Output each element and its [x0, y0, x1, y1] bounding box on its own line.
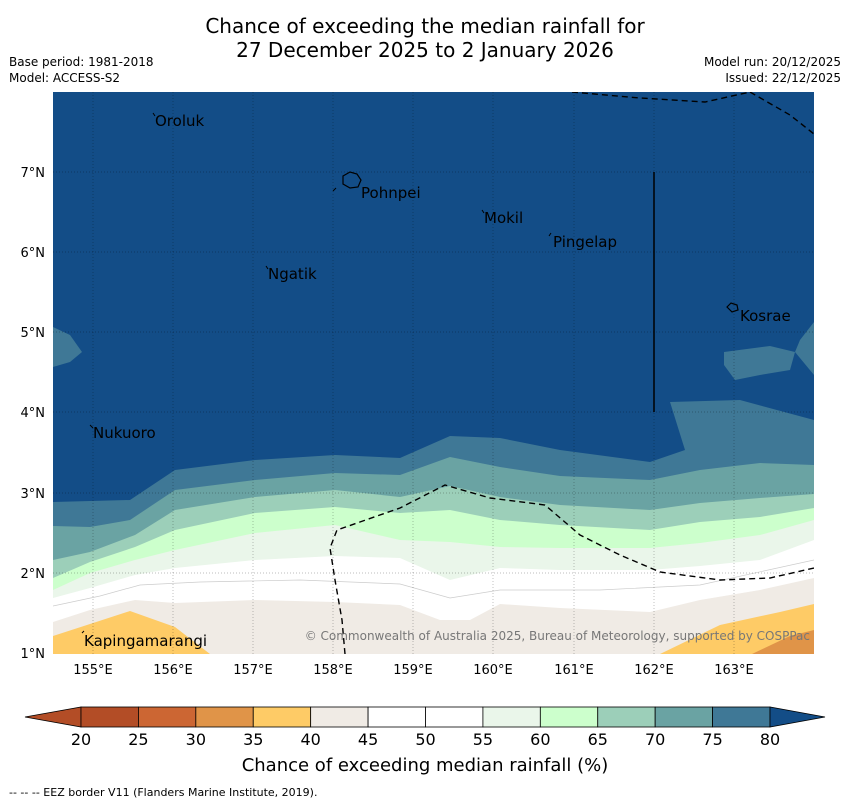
- patch-far-east: [795, 322, 814, 375]
- lon-tick: 155°E: [73, 663, 113, 678]
- colorbar-tick: 50: [415, 730, 435, 749]
- patch-east: [724, 346, 795, 380]
- lat-tick: 3°N: [21, 487, 46, 502]
- title-line-1: Chance of exceeding the median rainfall …: [205, 14, 645, 38]
- place-kapingamarangi: Kapingamarangi: [84, 632, 207, 650]
- lon-axis: 155°E 156°E 157°E 158°E 159°E 160°E 161°…: [73, 663, 754, 678]
- pohnpei-island: [342, 171, 362, 189]
- colorbar-tick: 70: [645, 730, 665, 749]
- colorbar-segment: [195, 706, 254, 728]
- lon-tick: 161°E: [554, 663, 594, 678]
- colorbar-segment: [310, 706, 369, 728]
- lat-axis: 7°N 6°N 5°N 4°N 3°N 2°N 1°N: [21, 166, 46, 662]
- contour-45: [53, 559, 814, 607]
- colorbar-tick: 40: [300, 730, 320, 749]
- meta-left: Base period: 1981-2018 Model: ACCESS-S2: [9, 54, 154, 86]
- lon-tick: 158°E: [313, 663, 353, 678]
- place-mokil: Mokil: [484, 209, 523, 227]
- issued-date: Issued: 22/12/2025: [725, 71, 841, 85]
- lon-tick: 159°E: [393, 663, 433, 678]
- place-pingelap: Pingelap: [553, 233, 617, 251]
- lat-tick: 7°N: [21, 166, 46, 181]
- place-nukuoro: Nukuoro: [93, 424, 156, 442]
- band-35-40: [53, 578, 814, 654]
- colorbar-segment: [367, 706, 426, 728]
- colorbar-tick: 30: [186, 730, 206, 749]
- lat-tick: 2°N: [21, 567, 46, 582]
- base-period: Base period: 1981-2018: [9, 55, 154, 69]
- model-run: Model run: 20/12/2025: [703, 55, 841, 69]
- colorbar-segment: [539, 706, 599, 728]
- place-kosrae: Kosrae: [740, 307, 791, 325]
- colorbar-tick: 60: [530, 730, 550, 749]
- meta-right: Model run: 20/12/2025 Issued: 22/12/2025: [704, 54, 841, 86]
- colorbar-segment: [712, 706, 771, 728]
- colorbar-segment: [597, 706, 656, 728]
- model-name: Model: ACCESS-S2: [9, 71, 121, 85]
- lon-tick: 160°E: [473, 663, 513, 678]
- colorbar-label: Chance of exceeding median rainfall (%): [241, 755, 609, 776]
- place-ngatik: Ngatik: [268, 265, 317, 283]
- colorbar-tick: 65: [588, 730, 608, 749]
- colorbar-tick: 55: [473, 730, 493, 749]
- title-line-2: 27 December 2025 to 2 January 2026: [236, 38, 614, 62]
- band-30-35: [53, 611, 210, 654]
- place-oroluk: Oroluk: [155, 112, 204, 130]
- colorbar-extend-low: [24, 706, 82, 728]
- lat-tick: 1°N: [21, 647, 46, 662]
- lon-tick: 156°E: [153, 663, 193, 678]
- colorbar-tick: 25: [128, 730, 148, 749]
- colorbar-segment: [425, 706, 484, 728]
- band-30-35-east: [660, 604, 814, 654]
- colorbar-segment: [252, 706, 312, 728]
- colorbar: 20 25 30 35 40 45 50 55 60 65 70 75 80: [24, 706, 826, 749]
- lon-tick: 157°E: [233, 663, 273, 678]
- colorbar-extend-high: [769, 706, 826, 728]
- place-pohnpei: Pohnpei: [361, 184, 421, 202]
- place-labels: Oroluk Pohnpei Mokil Pingelap Ngatik Kos…: [84, 112, 791, 650]
- lon-tick: 163°E: [714, 663, 754, 678]
- colorbar-tick: 35: [243, 730, 263, 749]
- map-title: Chance of exceeding the median rainfall …: [0, 14, 850, 62]
- lat-tick: 6°N: [21, 246, 46, 261]
- colorbar-tick: 80: [760, 730, 780, 749]
- eez-borders: [329, 92, 814, 654]
- lon-tick: 162°E: [634, 663, 674, 678]
- colorbar-tick: 75: [702, 730, 722, 749]
- kosrae-island: [726, 302, 739, 313]
- atoll-ticks: [81, 112, 552, 634]
- colorbar-segment: [654, 706, 713, 728]
- map-area: Oroluk Pohnpei Mokil Pingelap Ngatik Kos…: [53, 92, 814, 654]
- eez-footnote: -- -- -- EEZ border V11 (Flanders Marine…: [9, 786, 318, 799]
- pohnpei-atoll-west: [332, 187, 337, 192]
- lat-tick: 5°N: [21, 326, 46, 341]
- colorbar-tick: 45: [358, 730, 378, 749]
- patch-west: [53, 327, 82, 367]
- colorbar-segment: [482, 706, 541, 728]
- lat-tick: 4°N: [21, 406, 46, 421]
- copyright-notice: © Commonwealth of Australia 2025, Bureau…: [305, 629, 810, 643]
- colorbar-segment: [80, 706, 139, 728]
- band-25-30-east: [752, 630, 814, 654]
- colorbar-tick: 20: [71, 730, 91, 749]
- colorbar-segment: [138, 706, 197, 728]
